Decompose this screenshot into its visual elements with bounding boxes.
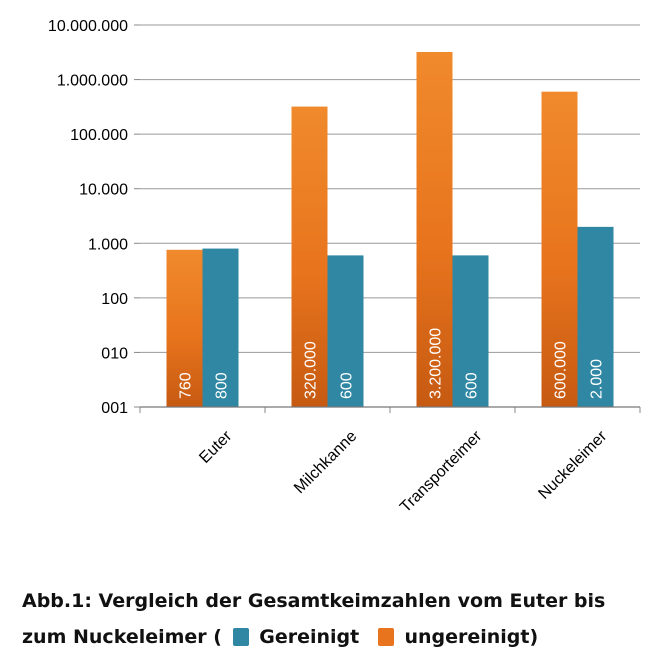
- y-tick-label: 100.000: [70, 127, 128, 144]
- bar-gereinigt-milchkanne: [327, 255, 364, 407]
- y-tick-label: 100: [101, 291, 128, 308]
- y-axis-ticks: 001 010 100 1.000 10.000 100.000 1.000.000 10.0…: [48, 18, 140, 417]
- category-label: Euter: [196, 427, 236, 467]
- y-tick-label: 1.000: [88, 236, 128, 253]
- bar-value-label: 600.000: [553, 341, 570, 399]
- caption-line-2: zum Nuckeleimer ( Gereinigt ungereinigt): [22, 619, 652, 655]
- bars: [166, 52, 614, 408]
- y-tick-label: 10.000: [79, 182, 128, 199]
- category-label: Milchkanne: [291, 428, 360, 497]
- y-tick-label: 10.000.000: [48, 18, 128, 35]
- category-label: Nuckeleimer: [535, 427, 610, 502]
- legend-label-gereinigt: Gereinigt: [259, 626, 360, 648]
- bar-value-label: 320.000: [303, 341, 320, 399]
- legend-swatch-gereinigt: [232, 628, 249, 646]
- bar-gereinigt-nuckeleimer: [577, 226, 614, 407]
- y-tick-label: 010: [101, 345, 128, 362]
- caption-line-2-start: zum Nuckeleimer (: [22, 626, 222, 648]
- bar-ungereinigt-transporteimer: [416, 52, 453, 408]
- figure-caption: Abb.1: Vergleich der Gesamtkeimzahlen vo…: [22, 583, 652, 655]
- bar-value-label: 600: [464, 372, 481, 399]
- bar-value-label: 600: [339, 372, 356, 399]
- bar-gereinigt-euter: [202, 248, 239, 407]
- bar-chart: 001 010 100 1.000 10.000 100.000 1.000.000 10.0…: [48, 18, 641, 516]
- bar-value-label: 760: [178, 372, 195, 399]
- bar-value-label: 3.200.000: [428, 328, 445, 399]
- category-label: Transporteimer: [397, 427, 486, 516]
- y-tick-label: 1.000.000: [57, 73, 128, 90]
- legend-swatch-ungereinigt: [377, 628, 394, 646]
- bar-ungereinigt-euter: [166, 249, 203, 407]
- category-labels: Euter Milchkanne Transporteimer Nuckeleimer: [196, 427, 611, 516]
- bar-value-label: 800: [214, 372, 231, 399]
- bar-gereinigt-transporteimer: [452, 255, 489, 407]
- legend-label-ungereinigt: ungereinigt): [404, 626, 539, 648]
- bar-ungereinigt-milchkanne: [291, 106, 328, 407]
- caption-line-1: Abb.1: Vergleich der Gesamtkeimzahlen vo…: [22, 590, 606, 612]
- y-tick-label: 001: [101, 400, 128, 417]
- bar-value-labels: 760 800 320.000 600 3.200.000 600 600.000 2.000: [178, 328, 606, 399]
- bar-ungereinigt-nuckeleimer: [541, 91, 578, 407]
- x-axis: [139, 406, 641, 413]
- bar-value-label: 2.000: [589, 359, 606, 399]
